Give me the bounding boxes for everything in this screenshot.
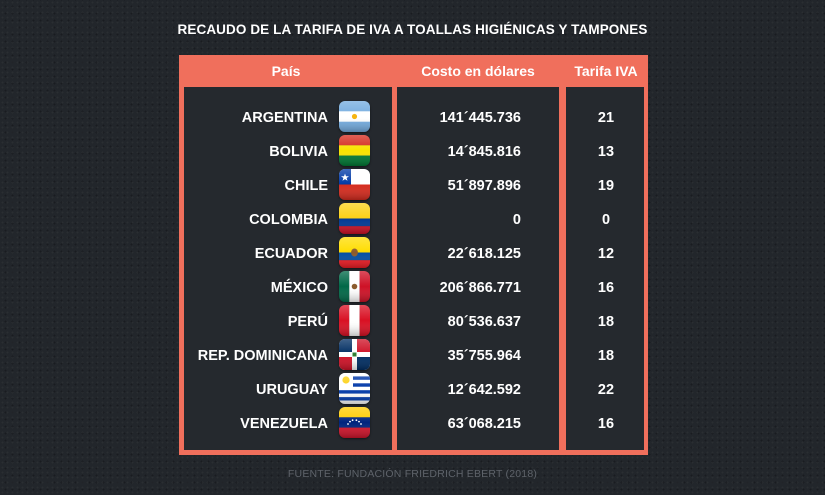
mexico-flag-icon bbox=[339, 271, 370, 302]
table-row: ECUADOR 22´618.125 12 bbox=[0, 237, 825, 271]
cost-value: 12´642.592 bbox=[447, 382, 521, 398]
country-name: MÉXICO bbox=[270, 280, 328, 296]
rate-value: 22 bbox=[597, 382, 615, 398]
rate-value: 13 bbox=[597, 144, 615, 160]
chart-title: RECAUDO DE LA TARIFA DE IVA A TOALLAS HI… bbox=[177, 22, 648, 37]
table-row: PERÚ 80´536.637 18 bbox=[0, 305, 825, 339]
cost-value: 206´866.771 bbox=[439, 280, 521, 296]
country-name: ECUADOR bbox=[254, 246, 328, 262]
country-name: ARGENTINA bbox=[241, 110, 328, 126]
rate-value: 12 bbox=[597, 246, 615, 262]
country-name: VENEZUELA bbox=[240, 416, 328, 432]
table-row: ARGENTINA 141´445.736 21 bbox=[0, 101, 825, 135]
table-row: BOLIVIA 14´845.816 13 bbox=[0, 135, 825, 169]
colombia-flag-icon bbox=[339, 203, 370, 234]
rate-value: 16 bbox=[597, 280, 615, 296]
table-row: MÉXICO 206´866.771 16 bbox=[0, 271, 825, 305]
rate-value: 19 bbox=[597, 178, 615, 194]
cost-value: 51´897.896 bbox=[447, 178, 521, 194]
country-name: PERÚ bbox=[287, 314, 328, 330]
cost-value: 80´536.637 bbox=[447, 314, 521, 330]
peru-flag-icon bbox=[339, 305, 370, 336]
dominican-republic-flag-icon bbox=[339, 339, 370, 370]
country-name: COLOMBIA bbox=[249, 212, 328, 228]
table-row: URUGUAY 12´642.592 22 bbox=[0, 373, 825, 407]
cost-value: 14´845.816 bbox=[447, 144, 521, 160]
table-row: REP. DOMINICANA 35´755.964 18 bbox=[0, 339, 825, 373]
rate-value: 18 bbox=[597, 348, 615, 364]
country-name: REP. DOMINICANA bbox=[197, 348, 328, 364]
column-header-cost: Costo en dólares bbox=[421, 63, 535, 79]
cost-value: 35´755.964 bbox=[447, 348, 521, 364]
cost-value: 63´068.215 bbox=[447, 416, 521, 432]
source-note: FUENTE: FUNDACIÓN FRIEDRICH EBERT (2018) bbox=[287, 468, 538, 480]
column-header-rate: Tarifa IVA bbox=[574, 63, 638, 79]
rate-value: 21 bbox=[597, 110, 615, 126]
table-row: VENEZUELA 63´068.215 16 bbox=[0, 407, 825, 441]
ecuador-flag-icon bbox=[339, 237, 370, 268]
uruguay-flag-icon bbox=[339, 373, 370, 404]
column-header-country: País bbox=[271, 63, 301, 79]
argentina-flag-icon bbox=[339, 101, 370, 132]
table-row: CHILE 51´897.896 19 bbox=[0, 169, 825, 203]
venezuela-flag-icon bbox=[339, 407, 370, 438]
table-body: ARGENTINA 141´445.736 21 BOLIVIA 14´845.816 1… bbox=[0, 101, 825, 441]
rate-column-panel bbox=[566, 87, 644, 450]
cost-column-panel bbox=[397, 87, 559, 450]
chile-flag-icon bbox=[339, 169, 370, 200]
cost-value: 22´618.125 bbox=[447, 246, 521, 262]
bolivia-flag-icon bbox=[339, 135, 370, 166]
table-row: COLOMBIA 0 0 bbox=[0, 203, 825, 237]
country-name: CHILE bbox=[284, 178, 329, 194]
cost-value: 141´445.736 bbox=[439, 110, 521, 126]
cost-value: 0 bbox=[512, 212, 521, 228]
rate-value: 0 bbox=[601, 212, 611, 228]
rate-value: 18 bbox=[597, 314, 615, 330]
country-name: BOLIVIA bbox=[269, 144, 328, 160]
country-name: URUGUAY bbox=[256, 382, 328, 398]
rate-value: 16 bbox=[597, 416, 615, 432]
